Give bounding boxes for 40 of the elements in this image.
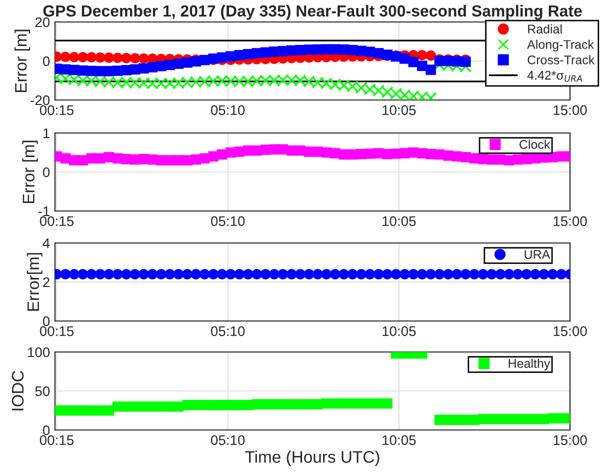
legend-label: Radial (528, 24, 562, 34)
legend-label: 4.42*σ$_{URA}$ (527, 70, 582, 82)
y-tick-label: -1 (38, 206, 50, 216)
x-tick-label: 15:00 (554, 435, 587, 446)
x-tick-label: 15:00 (554, 216, 587, 226)
x-tick-label: 05:10 (210, 216, 245, 226)
y-tick-label: 100 (28, 347, 50, 358)
y-tick-label: 2 (43, 277, 50, 288)
legend-label: Healthy (508, 358, 550, 370)
legend-label: Along-Track (527, 40, 594, 52)
y-tick-label: 0 (42, 167, 50, 178)
y-tick-label: -20 (30, 95, 50, 106)
y-tick-label: 4 (42, 238, 50, 248)
x-tick-label: 10:05 (382, 105, 416, 116)
x-tick-label: 00:15 (40, 216, 74, 226)
x-axis-title: Time (Hours UTC) (245, 450, 380, 466)
x-tick-label: 10:05 (382, 216, 416, 226)
x-tick-label: 05:10 (210, 435, 245, 446)
x-tick-label: 05:10 (210, 326, 245, 336)
x-tick-label: 00:15 (40, 105, 74, 116)
y-tick-label: 20 (35, 17, 50, 28)
y-tick-label: 1 (43, 128, 50, 138)
x-tick-label: 10:05 (382, 435, 416, 446)
x-tick-label: 00:15 (40, 326, 74, 336)
x-tick-label: 10:05 (382, 326, 416, 336)
y-axis-title: IODC (12, 370, 24, 410)
y-tick-label: 50 (35, 386, 50, 396)
x-tick-label: 05:10 (210, 105, 245, 116)
y-tick-label: 0 (42, 425, 50, 436)
y-tick-label: 0 (42, 316, 50, 326)
x-tick-label: 15:00 (554, 326, 587, 336)
legend-label: URA (524, 250, 550, 259)
y-axis-title: Error [m] (14, 30, 30, 92)
x-tick-label: 15:00 (554, 105, 587, 116)
y-axis-title: Error [m] (22, 140, 38, 204)
legend-label: Cross-Track (528, 55, 595, 64)
x-tick-label: 00:15 (40, 435, 74, 446)
legend-label: Clock (520, 140, 550, 149)
y-axis-title: Error[m] (26, 253, 42, 311)
y-tick-label: 0 (42, 56, 50, 66)
